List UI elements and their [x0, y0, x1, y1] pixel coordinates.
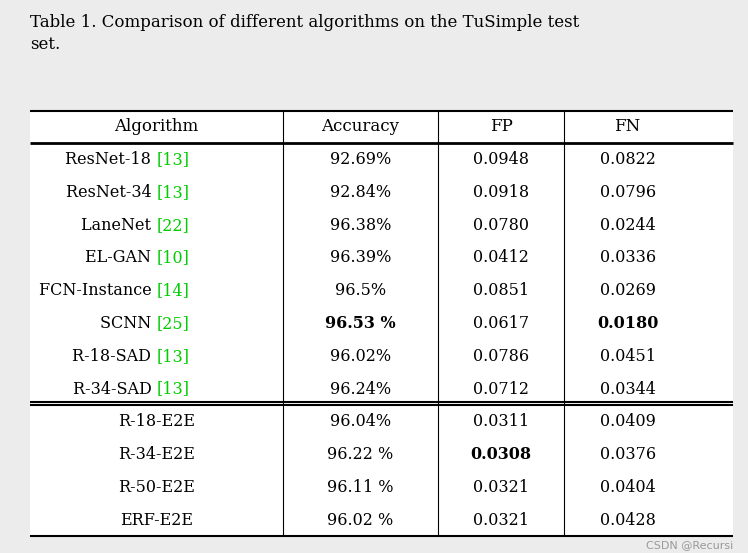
Text: FP: FP — [490, 118, 512, 135]
Text: R-18-E2E: R-18-E2E — [118, 413, 195, 430]
Text: R-34-E2E: R-34-E2E — [118, 446, 195, 463]
Text: 0.0428: 0.0428 — [600, 512, 655, 529]
Text: Table 1. Comparison of different algorithms on the TuSimple test: Table 1. Comparison of different algorit… — [30, 14, 579, 31]
Text: 0.0376: 0.0376 — [599, 446, 656, 463]
Text: 0.0321: 0.0321 — [473, 479, 529, 496]
Text: 0.0786: 0.0786 — [473, 348, 529, 365]
Text: 0.0451: 0.0451 — [600, 348, 655, 365]
Text: 92.69%: 92.69% — [330, 151, 391, 168]
Text: 0.0321: 0.0321 — [473, 512, 529, 529]
Text: 0.0308: 0.0308 — [470, 446, 532, 463]
Text: 0.0344: 0.0344 — [600, 380, 655, 398]
Text: 96.02%: 96.02% — [330, 348, 391, 365]
Text: 0.0918: 0.0918 — [473, 184, 529, 201]
Text: 0.0269: 0.0269 — [600, 282, 655, 299]
Text: 0.0712: 0.0712 — [473, 380, 529, 398]
Text: 96.02 %: 96.02 % — [328, 512, 393, 529]
Text: R-34-SAD: R-34-SAD — [73, 380, 156, 398]
Text: 96.38%: 96.38% — [330, 217, 391, 234]
Text: ResNet-18: ResNet-18 — [66, 151, 156, 168]
Text: [10]: [10] — [156, 249, 189, 267]
Text: 0.0851: 0.0851 — [473, 282, 529, 299]
Text: 0.0796: 0.0796 — [599, 184, 656, 201]
Text: EL-GAN: EL-GAN — [85, 249, 156, 267]
Text: [13]: [13] — [156, 380, 189, 398]
Text: FCN-Instance: FCN-Instance — [39, 282, 156, 299]
Text: 0.0412: 0.0412 — [473, 249, 529, 267]
Text: R-18-SAD: R-18-SAD — [73, 348, 156, 365]
Text: 96.53 %: 96.53 % — [325, 315, 396, 332]
Text: [14]: [14] — [156, 282, 189, 299]
Text: 96.39%: 96.39% — [330, 249, 391, 267]
Text: 0.0617: 0.0617 — [473, 315, 529, 332]
Text: 0.0336: 0.0336 — [599, 249, 656, 267]
Text: 0.0404: 0.0404 — [600, 479, 655, 496]
Text: 0.0244: 0.0244 — [600, 217, 655, 234]
Text: 96.5%: 96.5% — [335, 282, 386, 299]
Text: 96.22 %: 96.22 % — [328, 446, 393, 463]
Text: 0.0409: 0.0409 — [600, 413, 655, 430]
Text: 96.04%: 96.04% — [330, 413, 391, 430]
Text: CSDN @Recursi: CSDN @Recursi — [646, 540, 733, 550]
Text: FN: FN — [614, 118, 641, 135]
Text: [13]: [13] — [156, 184, 189, 201]
Text: [22]: [22] — [156, 217, 189, 234]
Text: Accuracy: Accuracy — [322, 118, 399, 135]
Text: ResNet-34: ResNet-34 — [66, 184, 156, 201]
Text: 92.84%: 92.84% — [330, 184, 391, 201]
Bar — [30, 111, 733, 536]
Text: [13]: [13] — [156, 151, 189, 168]
Text: 0.0311: 0.0311 — [473, 413, 529, 430]
Text: 0.0822: 0.0822 — [600, 151, 655, 168]
Text: 96.11 %: 96.11 % — [327, 479, 393, 496]
Text: 0.0948: 0.0948 — [473, 151, 529, 168]
Text: ERF-E2E: ERF-E2E — [120, 512, 193, 529]
Text: R-50-E2E: R-50-E2E — [118, 479, 195, 496]
Text: 0.0780: 0.0780 — [473, 217, 529, 234]
Text: set.: set. — [30, 36, 60, 53]
Text: Algorithm: Algorithm — [114, 118, 199, 135]
Text: LaneNet: LaneNet — [82, 217, 156, 234]
Text: SCNN: SCNN — [100, 315, 156, 332]
Text: [25]: [25] — [156, 315, 189, 332]
Text: 96.24%: 96.24% — [330, 380, 391, 398]
Text: [13]: [13] — [156, 348, 189, 365]
Text: 0.0180: 0.0180 — [597, 315, 658, 332]
